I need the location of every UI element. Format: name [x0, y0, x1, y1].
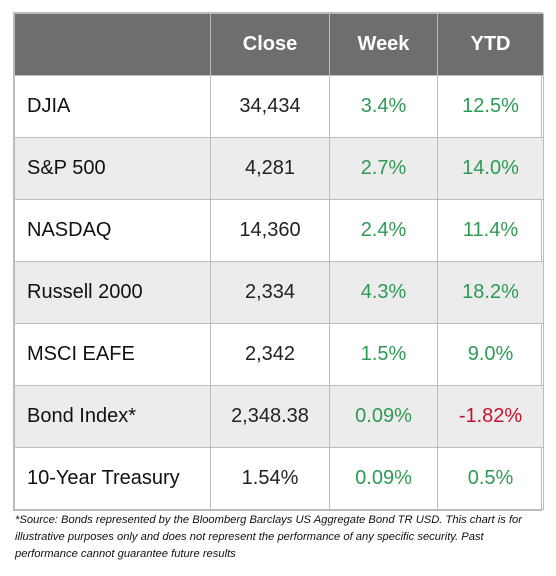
close-value: 34,434: [210, 75, 330, 138]
table-row: MSCI EAFE 2,342 1.5% 9.0%: [14, 323, 544, 386]
header-row: Close Week YTD: [14, 13, 544, 76]
week-change: 3.4%: [329, 75, 438, 138]
ytd-change: -1.82%: [437, 385, 544, 448]
index-name: 10-Year Treasury: [14, 447, 211, 510]
ytd-change: 12.5%: [437, 75, 544, 138]
week-change: 1.5%: [329, 323, 438, 386]
close-value: 14,360: [210, 199, 330, 262]
index-name: S&P 500: [14, 137, 211, 200]
close-value: 2,348.38: [210, 385, 330, 448]
close-value: 2,334: [210, 261, 330, 324]
ytd-change: 14.0%: [437, 137, 544, 200]
header-blank-cell: [14, 13, 211, 76]
close-value: 4,281: [210, 137, 330, 200]
close-value: 2,342: [210, 323, 330, 386]
table-row: NASDAQ 14,360 2.4% 11.4%: [14, 199, 544, 262]
source-footnote: *Source: Bonds represented by the Bloomb…: [15, 514, 522, 560]
table-row: 10-Year Treasury 1.54% 0.09% 0.5%: [14, 447, 544, 510]
index-name: Russell 2000: [14, 261, 211, 324]
index-name: DJIA: [14, 75, 211, 138]
index-name: MSCI EAFE: [14, 323, 211, 386]
ytd-change: 11.4%: [437, 199, 544, 262]
market-table: Close Week YTD DJIA 34,434 3.4% 12.5% S&…: [14, 13, 544, 510]
table-row: Bond Index* 2,348.38 0.09% -1.82%: [14, 385, 544, 448]
header-close: Close: [210, 13, 330, 76]
table-row: DJIA 34,434 3.4% 12.5%: [14, 75, 544, 138]
table-row: Russell 2000 2,334 4.3% 18.2%: [14, 261, 544, 324]
week-change: 4.3%: [329, 261, 438, 324]
week-change: 2.4%: [329, 199, 438, 262]
index-name: NASDAQ: [14, 199, 211, 262]
week-change: 2.7%: [329, 137, 438, 200]
ytd-change: 9.0%: [437, 323, 544, 386]
index-name: Bond Index*: [14, 385, 211, 448]
table-row: S&P 500 4,281 2.7% 14.0%: [14, 137, 544, 200]
close-value: 1.54%: [210, 447, 330, 510]
week-change: 0.09%: [329, 447, 438, 510]
ytd-change: 0.5%: [437, 447, 544, 510]
header-ytd: YTD: [437, 13, 544, 76]
ytd-change: 18.2%: [437, 261, 544, 324]
week-change: 0.09%: [329, 385, 438, 448]
header-week: Week: [329, 13, 438, 76]
market-performance-table: Close Week YTD DJIA 34,434 3.4% 12.5% S&…: [13, 12, 544, 511]
